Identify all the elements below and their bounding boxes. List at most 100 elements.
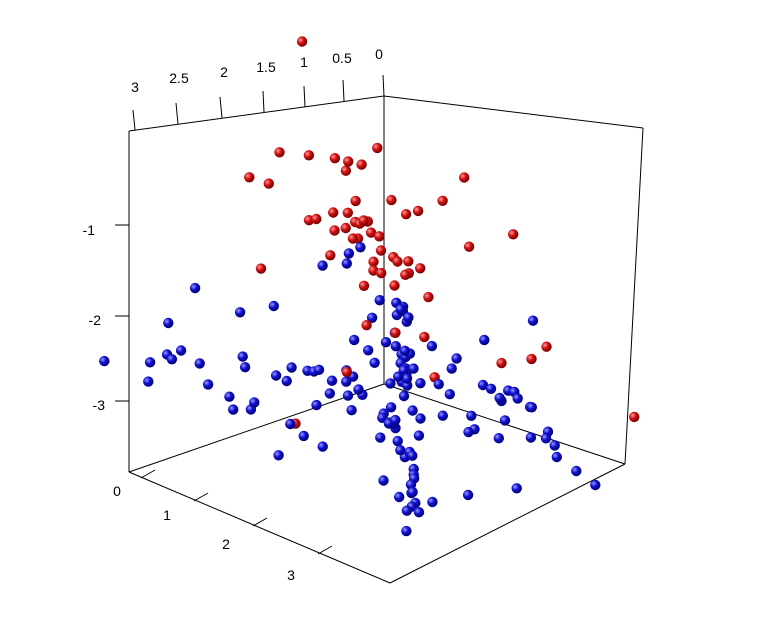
data-point-blue	[239, 362, 251, 373]
data-point-blue	[590, 479, 601, 491]
data-point-blue	[224, 391, 235, 402]
data-point-blue	[392, 435, 403, 447]
data-point-blue	[355, 242, 366, 253]
box-edge	[383, 95, 644, 129]
tick-label: 1	[300, 54, 308, 70]
data-point-blue	[512, 393, 523, 404]
data-point-blue	[551, 451, 562, 463]
data-point-red	[526, 353, 537, 365]
tick-mark	[132, 109, 136, 131]
tick-mark	[175, 102, 179, 125]
data-point-blue	[366, 312, 378, 323]
data-point-blue	[527, 315, 539, 326]
data-point-blue	[202, 379, 214, 390]
data-point-red	[358, 280, 370, 291]
data-point-blue	[341, 376, 352, 387]
tick-mark	[303, 85, 306, 108]
data-point-blue	[163, 317, 174, 329]
data-point-blue	[249, 397, 260, 408]
data-point-blue	[401, 505, 413, 516]
data-point-blue	[144, 357, 156, 368]
data-point-blue	[399, 345, 411, 356]
box-edge	[624, 127, 644, 465]
data-point-red	[403, 256, 414, 267]
data-point-red	[629, 411, 640, 423]
data-point-blue	[375, 432, 386, 443]
data-point-blue	[311, 399, 322, 411]
data-point-blue	[413, 507, 425, 518]
data-point-blue	[451, 353, 462, 364]
data-point-red	[419, 331, 430, 343]
data-point-blue	[324, 388, 335, 399]
data-point-blue	[369, 357, 380, 368]
data-point-blue	[378, 475, 389, 486]
data-point-red	[311, 213, 322, 225]
data-point-blue	[189, 282, 201, 294]
axis-left-ticks: -1 -2 -3	[83, 222, 129, 413]
data-point-blue	[462, 489, 474, 501]
data-point-red	[358, 215, 369, 226]
data-point-blue	[427, 496, 438, 508]
tick-mark	[262, 90, 265, 113]
tick-label: 1.5	[256, 59, 276, 75]
data-point-blue	[228, 404, 239, 415]
data-point-blue	[390, 414, 401, 426]
data-point-blue	[285, 418, 296, 430]
data-point-red	[328, 207, 339, 218]
data-point-red	[496, 357, 507, 369]
data-point-red	[361, 320, 372, 331]
tick-mark	[382, 74, 385, 97]
data-point-red	[459, 172, 470, 183]
data-point-red	[376, 267, 387, 279]
data-point-blue	[493, 433, 504, 444]
tick-mark	[193, 492, 209, 502]
tick-label: 2	[220, 64, 228, 80]
data-point-blue	[237, 351, 248, 362]
data-point-blue	[494, 392, 505, 404]
tick-label: 2	[222, 536, 230, 552]
data-point-red	[329, 153, 341, 164]
data-point-blue	[401, 525, 412, 537]
data-point-red	[508, 229, 519, 240]
data-point-blue	[394, 491, 405, 503]
tick-mark	[317, 545, 333, 555]
data-point-blue	[571, 465, 582, 477]
data-point-blue	[525, 432, 537, 443]
tick-mark	[219, 96, 223, 119]
tick-label: 3	[287, 567, 295, 583]
tick-mark	[140, 469, 156, 479]
data-point-red	[400, 209, 412, 220]
data-point-blue	[393, 371, 404, 382]
tick-label: 0.5	[332, 50, 352, 66]
data-point-red	[340, 222, 351, 234]
tick-label: -3	[93, 397, 106, 413]
data-point-blue	[463, 426, 474, 438]
data-point-red	[386, 194, 397, 206]
data-point-red	[437, 195, 448, 206]
data-points	[99, 36, 640, 537]
data-point-red	[340, 165, 352, 176]
data-point-red	[400, 269, 411, 280]
tick-label: 1	[163, 507, 171, 523]
data-point-blue	[407, 450, 418, 461]
data-point-blue	[143, 376, 154, 387]
data-point-blue	[407, 486, 418, 498]
data-point-red	[350, 195, 361, 207]
data-point-blue	[395, 445, 406, 456]
data-point-blue	[194, 358, 205, 369]
data-point-red	[356, 159, 367, 170]
tick-label: 3	[131, 79, 139, 95]
data-point-blue	[175, 345, 187, 356]
data-point-red	[423, 291, 434, 303]
data-point-blue	[398, 390, 410, 402]
data-point-red	[368, 256, 379, 267]
data-point-blue	[466, 410, 477, 421]
data-point-red	[368, 265, 379, 276]
tick-mark	[342, 79, 345, 102]
data-point-blue	[270, 370, 282, 381]
data-point-blue	[395, 304, 406, 315]
tick-label: -1	[83, 222, 96, 238]
data-point-red	[296, 36, 308, 47]
data-point-blue	[415, 413, 426, 424]
data-point-red	[274, 147, 285, 158]
